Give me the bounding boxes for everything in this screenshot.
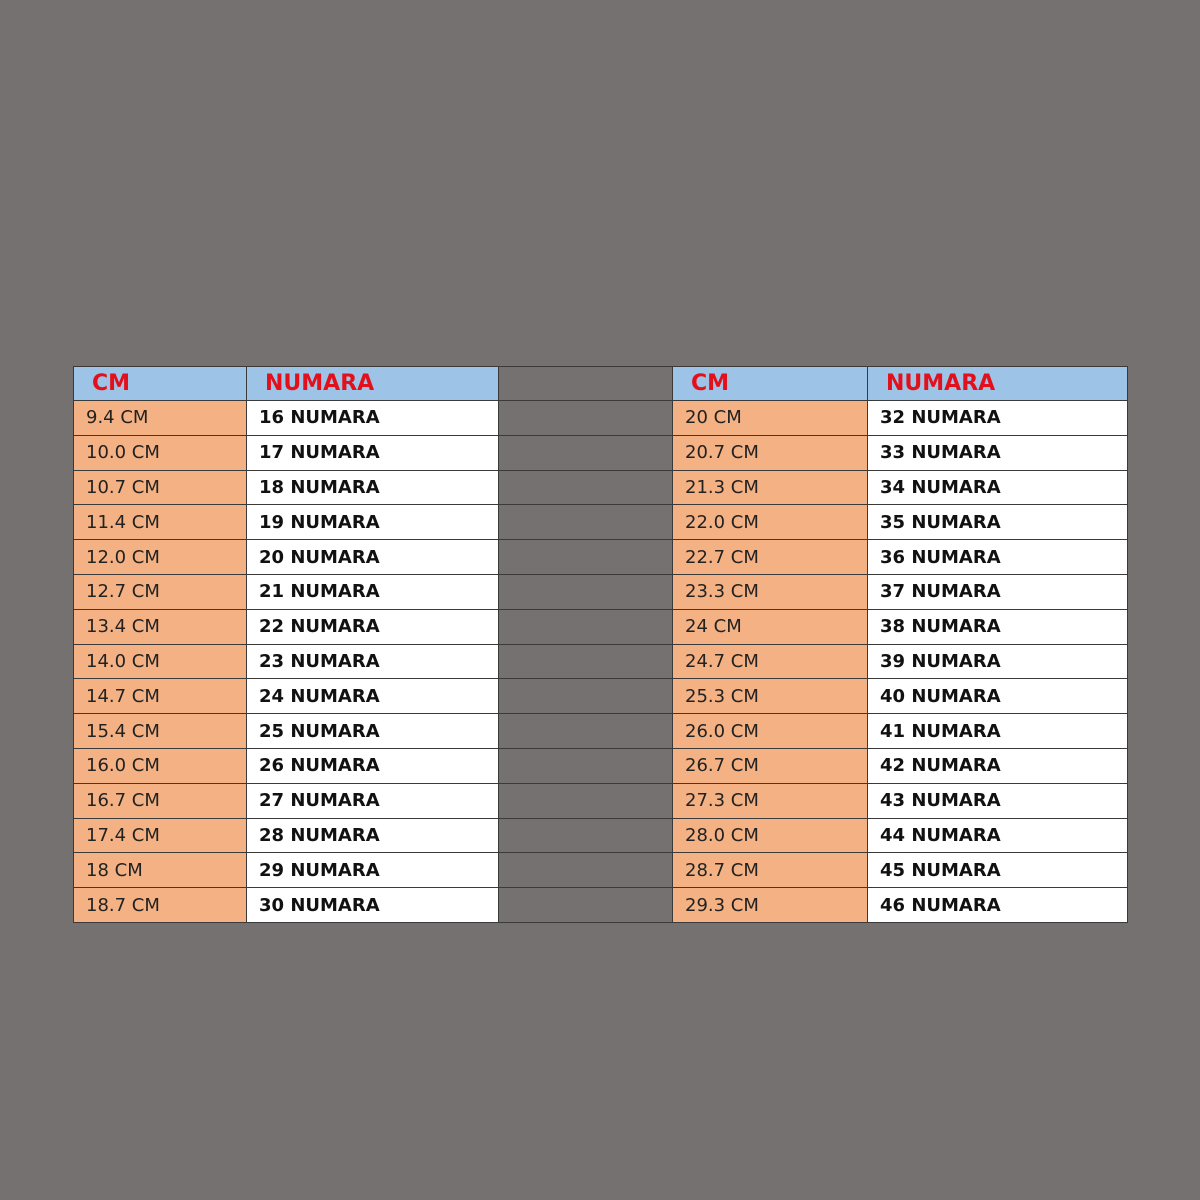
numara-cell: 43 NUMARA [867,782,1128,819]
header-cell: NUMARA [246,366,499,401]
cm-cell: 17.4 CM [73,817,247,854]
cm-cell: 20 CM [672,400,868,436]
spacer-cell [498,574,673,610]
cm-cell: 15.4 CM [73,713,247,749]
cm-cell: 10.7 CM [73,469,247,506]
cm-cell: 25.3 CM [672,678,868,715]
spacer-cell [498,469,673,506]
cm-cell: 28.0 CM [672,817,868,854]
cm-cell: 24 CM [672,608,868,645]
numara-cell: 26 NUMARA [246,748,499,784]
spacer-cell [498,400,673,436]
cm-cell: 21.3 CM [672,469,868,506]
numara-cell: 42 NUMARA [867,748,1128,784]
numara-cell: 27 NUMARA [246,782,499,819]
spacer-cell [498,608,673,645]
spacer-cell [498,782,673,819]
numara-cell: 38 NUMARA [867,608,1128,645]
header-cell: CM [672,366,868,401]
cm-cell: 26.7 CM [672,748,868,784]
cm-cell: 16.0 CM [73,748,247,784]
cm-cell: 13.4 CM [73,608,247,645]
cm-cell: 22.7 CM [672,539,868,575]
spacer-cell [498,539,673,575]
cm-cell: 27.3 CM [672,782,868,819]
cm-cell: 14.0 CM [73,643,247,680]
cm-cell: 28.7 CM [672,852,868,889]
numara-cell: 35 NUMARA [867,504,1128,541]
numara-cell: 22 NUMARA [246,608,499,645]
cm-cell: 18.7 CM [73,887,247,923]
numara-cell: 29 NUMARA [246,852,499,889]
numara-cell: 25 NUMARA [246,713,499,749]
numara-cell: 40 NUMARA [867,678,1128,715]
cm-cell: 23.3 CM [672,574,868,610]
numara-cell: 18 NUMARA [246,469,499,506]
header-cell: CM [73,366,247,401]
numara-cell: 32 NUMARA [867,400,1128,436]
cm-cell: 12.0 CM [73,539,247,575]
spacer-cell [498,678,673,715]
numara-cell: 44 NUMARA [867,817,1128,854]
cm-cell: 24.7 CM [672,643,868,680]
cm-cell: 16.7 CM [73,782,247,819]
cm-cell: 9.4 CM [73,400,247,436]
numara-cell: 34 NUMARA [867,469,1128,506]
numara-cell: 46 NUMARA [867,887,1128,923]
spacer-cell [498,366,673,401]
header-cell: NUMARA [867,366,1128,401]
cm-cell: 10.0 CM [73,434,247,471]
numara-cell: 20 NUMARA [246,539,499,575]
numara-cell: 23 NUMARA [246,643,499,680]
cm-cell: 14.7 CM [73,678,247,715]
spacer-cell [498,643,673,680]
numara-cell: 37 NUMARA [867,574,1128,610]
cm-cell: 11.4 CM [73,504,247,541]
numara-cell: 39 NUMARA [867,643,1128,680]
numara-cell: 24 NUMARA [246,678,499,715]
numara-cell: 17 NUMARA [246,434,499,471]
numara-cell: 33 NUMARA [867,434,1128,471]
numara-cell: 16 NUMARA [246,400,499,436]
numara-cell: 28 NUMARA [246,817,499,854]
spacer-cell [498,852,673,889]
numara-cell: 45 NUMARA [867,852,1128,889]
numara-cell: 36 NUMARA [867,539,1128,575]
cm-cell: 12.7 CM [73,574,247,610]
cm-cell: 22.0 CM [672,504,868,541]
cm-cell: 29.3 CM [672,887,868,923]
spacer-cell [498,713,673,749]
numara-cell: 41 NUMARA [867,713,1128,749]
spacer-cell [498,817,673,854]
cm-cell: 18 CM [73,852,247,889]
numara-cell: 21 NUMARA [246,574,499,610]
cm-cell: 20.7 CM [672,434,868,471]
numara-cell: 30 NUMARA [246,887,499,923]
cm-cell: 26.0 CM [672,713,868,749]
spacer-cell [498,434,673,471]
spacer-cell [498,887,673,923]
spacer-cell [498,504,673,541]
numara-cell: 19 NUMARA [246,504,499,541]
spacer-cell [498,748,673,784]
